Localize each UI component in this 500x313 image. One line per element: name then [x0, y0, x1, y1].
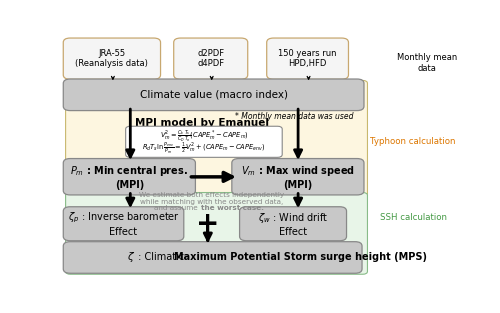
FancyBboxPatch shape	[64, 242, 362, 273]
Text: SSH calculation: SSH calculation	[380, 213, 446, 222]
Text: Typhoon calculation: Typhoon calculation	[370, 137, 456, 146]
FancyBboxPatch shape	[66, 192, 368, 274]
FancyBboxPatch shape	[240, 207, 346, 241]
FancyBboxPatch shape	[66, 80, 368, 198]
Text: $R_d T_s \ln\frac{P_{env}}{P_m} = \frac{1}{2}V_m^2 + (CAPE_m - CAPE_{env})$: $R_d T_s \ln\frac{P_{env}}{P_m} = \frac{…	[142, 140, 266, 156]
FancyBboxPatch shape	[232, 159, 364, 195]
Text: We estimate both effects independently: We estimate both effects independently	[139, 192, 284, 198]
FancyBboxPatch shape	[64, 207, 184, 241]
Text: $V_m^2 = \frac{C_k}{C_D}\frac{T_s}{T_o}(CAPE_m^* - CAPE_m)$: $V_m^2 = \frac{C_k}{C_D}\frac{T_s}{T_o}(…	[160, 128, 248, 144]
FancyBboxPatch shape	[266, 38, 348, 79]
FancyBboxPatch shape	[64, 38, 160, 79]
Text: Monthly mean
data: Monthly mean data	[396, 53, 457, 73]
Text: * Monthly mean data was used: * Monthly mean data was used	[234, 112, 353, 121]
Text: $V_m$ : Max wind speed
(MPI): $V_m$ : Max wind speed (MPI)	[241, 164, 355, 190]
Text: the worst case.: the worst case.	[201, 205, 264, 212]
FancyBboxPatch shape	[126, 126, 282, 157]
FancyBboxPatch shape	[64, 79, 364, 110]
Text: Maximum Potential Storm surge height (MPS): Maximum Potential Storm surge height (MP…	[174, 253, 427, 263]
Text: : Climatic: : Climatic	[135, 253, 188, 263]
Text: JRA-55
(Reanalysis data): JRA-55 (Reanalysis data)	[76, 49, 148, 68]
Text: +: +	[196, 210, 220, 238]
Text: $P_m$ : Min central pres.
(MPI): $P_m$ : Min central pres. (MPI)	[70, 164, 188, 190]
FancyBboxPatch shape	[64, 159, 196, 195]
Text: d2PDF
d4PDF: d2PDF d4PDF	[197, 49, 224, 68]
FancyBboxPatch shape	[174, 38, 248, 79]
Text: Climate value (macro index): Climate value (macro index)	[140, 90, 288, 100]
Text: $\zeta_p$ : Inverse barometer
Effect: $\zeta_p$ : Inverse barometer Effect	[68, 211, 180, 237]
Text: while matching with the observed data,: while matching with the observed data,	[140, 199, 284, 205]
Text: 150 years run
HPD,HFD: 150 years run HPD,HFD	[278, 49, 337, 68]
Text: $\zeta$: $\zeta$	[128, 250, 136, 264]
Text: and assume: and assume	[154, 205, 200, 212]
Text: $\zeta_w$ : Wind drift
Effect: $\zeta_w$ : Wind drift Effect	[258, 211, 328, 237]
Text: MPI model by Emanuel: MPI model by Emanuel	[135, 118, 269, 128]
